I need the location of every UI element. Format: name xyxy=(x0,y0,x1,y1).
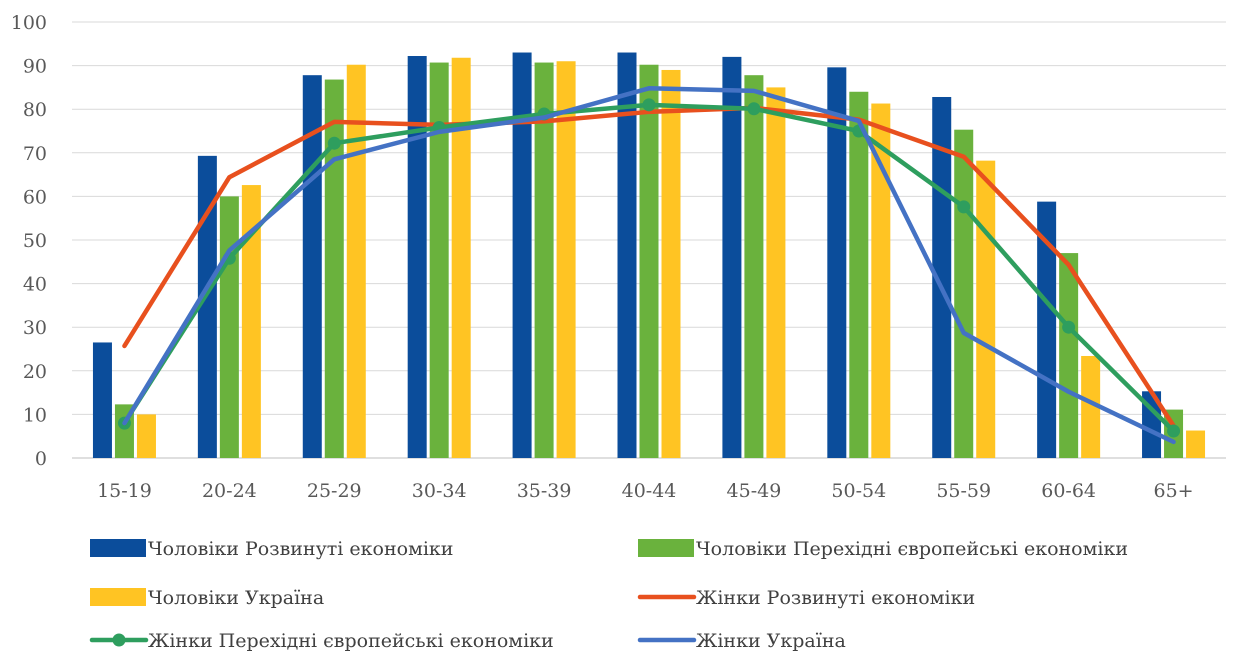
bar xyxy=(92,342,112,458)
x-tick-label: 20-24 xyxy=(202,480,257,502)
series-line xyxy=(122,86,1176,445)
line-series-group xyxy=(117,86,1181,445)
bar xyxy=(871,103,891,459)
x-tick-label: 15-19 xyxy=(97,480,152,502)
bar xyxy=(954,129,974,458)
y-tick-label: 30 xyxy=(23,317,47,339)
bar xyxy=(1059,253,1079,458)
bar xyxy=(324,79,344,458)
y-tick-label: 40 xyxy=(23,274,47,296)
bar xyxy=(1081,355,1101,458)
bar xyxy=(639,64,659,458)
bar xyxy=(827,67,847,459)
y-tick-label: 80 xyxy=(23,99,47,121)
line-point xyxy=(642,98,656,112)
x-tick-label: 60-64 xyxy=(1041,480,1096,502)
legend-swatch xyxy=(638,539,694,557)
bar xyxy=(722,56,742,458)
bar xyxy=(1186,430,1206,458)
y-tick-label: 10 xyxy=(23,404,47,426)
y-tick-label: 70 xyxy=(23,143,47,165)
bar xyxy=(976,160,996,458)
bar xyxy=(534,62,554,458)
x-tick-label: 30-34 xyxy=(412,480,467,502)
line-point xyxy=(957,200,971,214)
legend-marker xyxy=(112,633,126,647)
bar xyxy=(512,52,532,459)
y-tick-label: 60 xyxy=(23,186,47,208)
bar xyxy=(1037,201,1057,458)
y-tick-label: 90 xyxy=(23,56,47,78)
bar xyxy=(849,91,869,458)
legend-swatch xyxy=(90,588,146,606)
y-axis: 0 10 20 30 40 50 60 70 80 90 100 xyxy=(11,12,47,470)
x-tick-label: 35-39 xyxy=(517,480,572,502)
line-point xyxy=(747,102,761,116)
bar xyxy=(451,57,471,458)
bar xyxy=(241,185,261,458)
x-tick-label: 55-59 xyxy=(936,480,991,502)
line-point xyxy=(327,136,341,150)
bar xyxy=(744,75,764,458)
legend-label: Жінки Україна xyxy=(696,630,846,652)
legend: Чоловіки Розвинуті економіки Чоловіки Пер… xyxy=(89,538,1128,652)
bar xyxy=(136,414,156,458)
legend-label: Чоловіки Україна xyxy=(148,587,324,609)
line-point xyxy=(1062,320,1076,334)
bar xyxy=(766,87,786,459)
legend-label: Жінки Перехідні європейські економіки xyxy=(148,630,554,652)
legend-label: Чоловіки Розвинуті економіки xyxy=(148,538,453,560)
x-tick-label: 65+ xyxy=(1153,480,1193,502)
y-tick-label: 100 xyxy=(11,12,47,34)
y-tick-label: 50 xyxy=(23,230,47,252)
x-tick-label: 40-44 xyxy=(622,480,677,502)
bar xyxy=(407,56,427,459)
bar xyxy=(219,196,239,458)
line-point xyxy=(1167,424,1181,438)
x-axis: 15-19 20-24 25-29 30-34 35-39 40-44 45-49 50-54… xyxy=(97,480,1194,502)
bar xyxy=(197,155,217,459)
legend-swatch xyxy=(90,539,146,557)
x-tick-label: 25-29 xyxy=(307,480,362,502)
y-tick-label: 20 xyxy=(23,361,47,383)
bar xyxy=(661,69,681,459)
bar-series-group xyxy=(92,52,1206,459)
bar xyxy=(346,64,366,458)
legend-label: Жінки Розвинуті економіки xyxy=(696,587,975,609)
bar xyxy=(617,52,637,459)
series-line xyxy=(122,105,1176,428)
x-tick-label: 45-49 xyxy=(727,480,782,502)
bar xyxy=(556,61,576,459)
x-tick-label: 50-54 xyxy=(831,480,886,502)
legend-label: Чоловіки Перехідні європейські економіки xyxy=(696,538,1128,560)
y-tick-label: 0 xyxy=(35,448,47,470)
bar xyxy=(1142,391,1162,458)
bar xyxy=(429,62,449,458)
